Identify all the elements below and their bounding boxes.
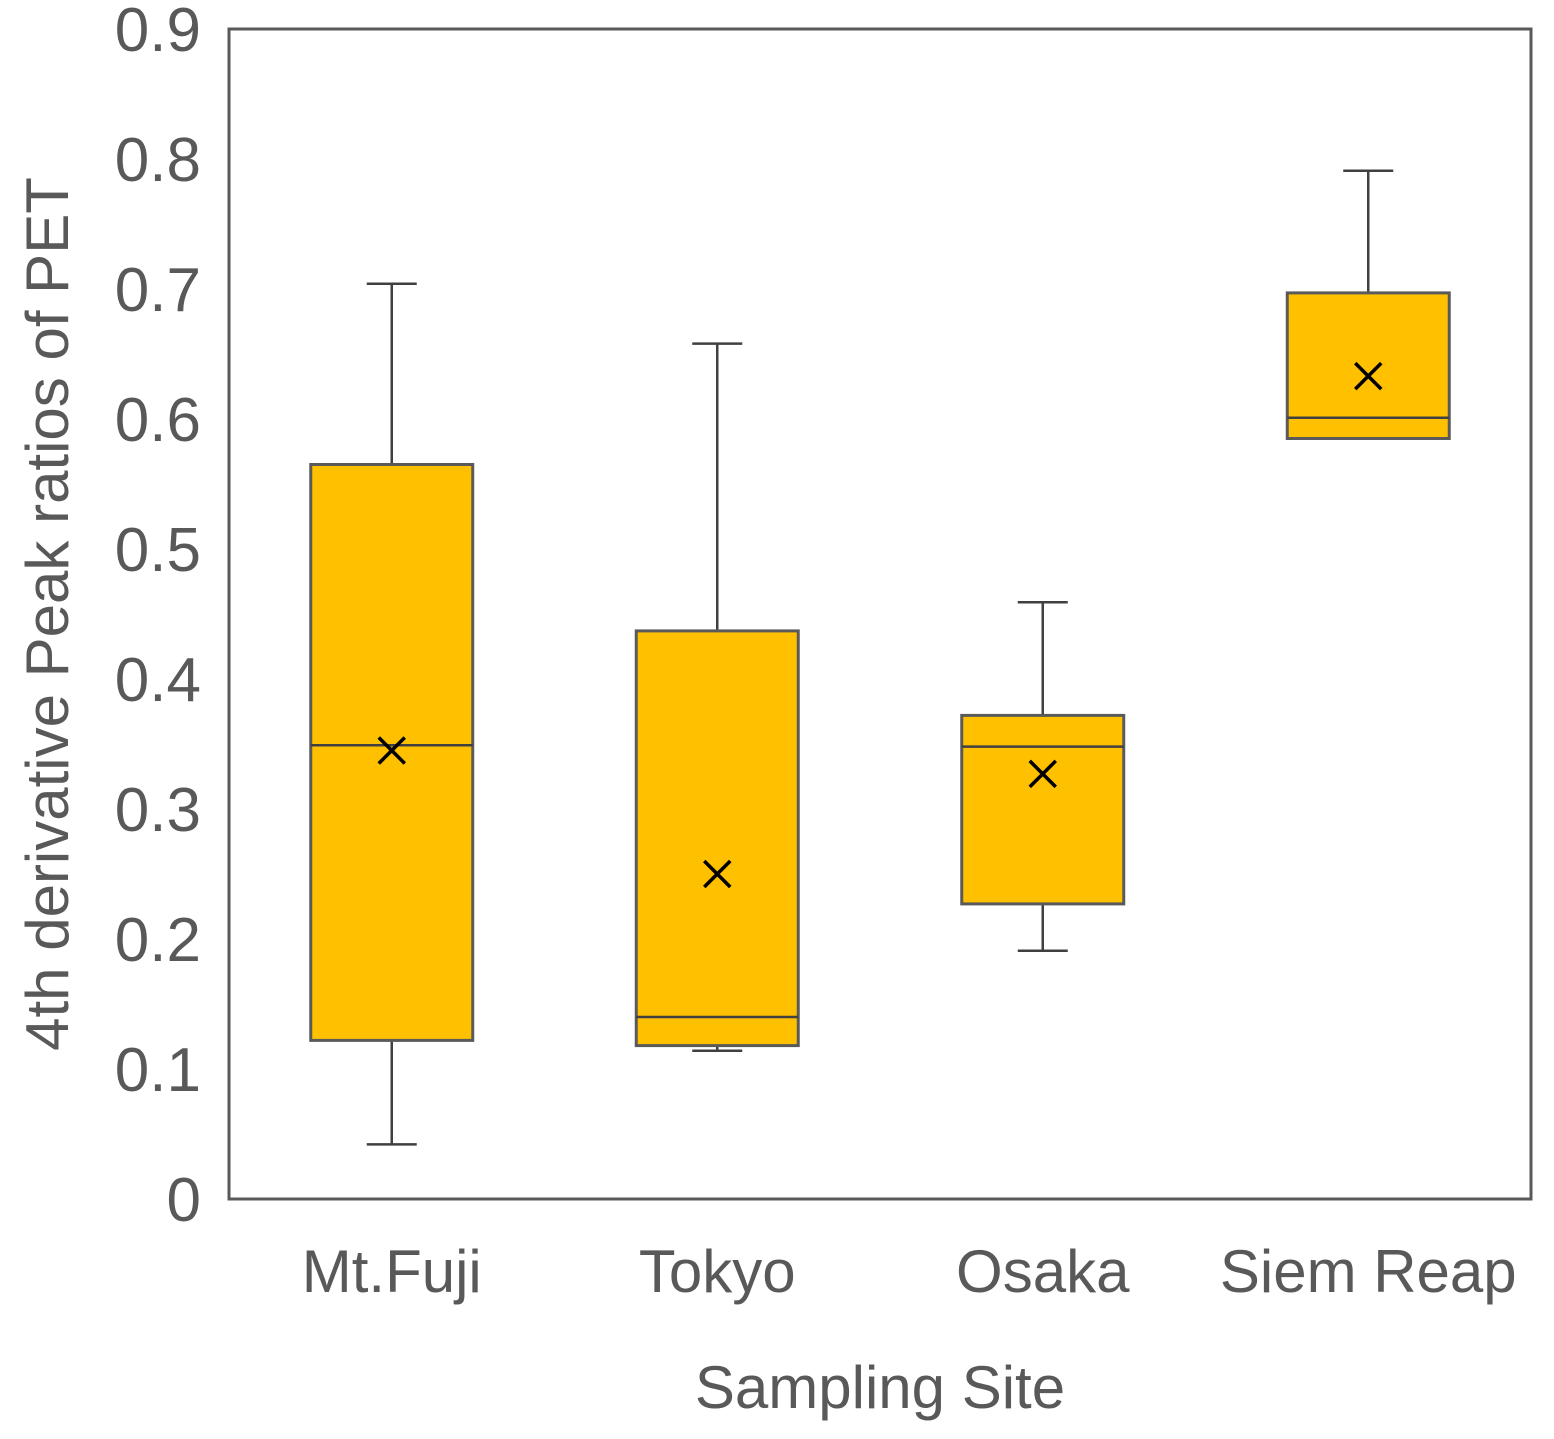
y-tick-label: 0 (167, 1166, 201, 1235)
x-category-label: Osaka (956, 1238, 1130, 1305)
y-tick-label: 0.1 (115, 1036, 201, 1105)
y-tick-label: 0.7 (115, 256, 201, 325)
mean-marker (703, 859, 732, 889)
box-group (634, 342, 800, 1053)
box-iqr (634, 629, 800, 1048)
x-category-label: Mt.Fuji (302, 1238, 482, 1305)
y-tick-label: 0.9 (115, 0, 201, 65)
box-iqr (960, 713, 1126, 906)
plot-frame (227, 27, 1533, 1201)
y-tick-label: 0.3 (115, 776, 201, 845)
x-category-label: Siem Reap (1220, 1238, 1517, 1305)
y-tick-label: 0.4 (115, 646, 201, 715)
plot-area (227, 27, 1533, 1201)
box-iqr (1285, 291, 1451, 440)
y-axis-title: 4th derivative Peak ratios of PET (14, 177, 81, 1051)
x-axis-title: Sampling Site (695, 1354, 1065, 1421)
x-axis-categories: Mt.Fuji Tokyo Osaka Siem Reap (302, 1238, 1517, 1305)
box-group (960, 601, 1126, 952)
y-tick-label: 0.6 (115, 386, 201, 455)
x-category-label: Tokyo (639, 1238, 796, 1305)
y-tick-label: 0.2 (115, 906, 201, 975)
y-tick-label: 0.8 (115, 126, 201, 195)
mean-marker (377, 736, 406, 765)
mean-marker (1028, 759, 1057, 789)
y-axis-ticks: 0 0.1 0.2 0.3 0.4 0.5 0.6 0.7 0.8 0.9 (115, 0, 201, 1235)
y-tick-label: 0.5 (115, 516, 201, 585)
box-group (1285, 169, 1451, 440)
mean-marker (1354, 361, 1383, 391)
box-group (309, 282, 475, 1146)
